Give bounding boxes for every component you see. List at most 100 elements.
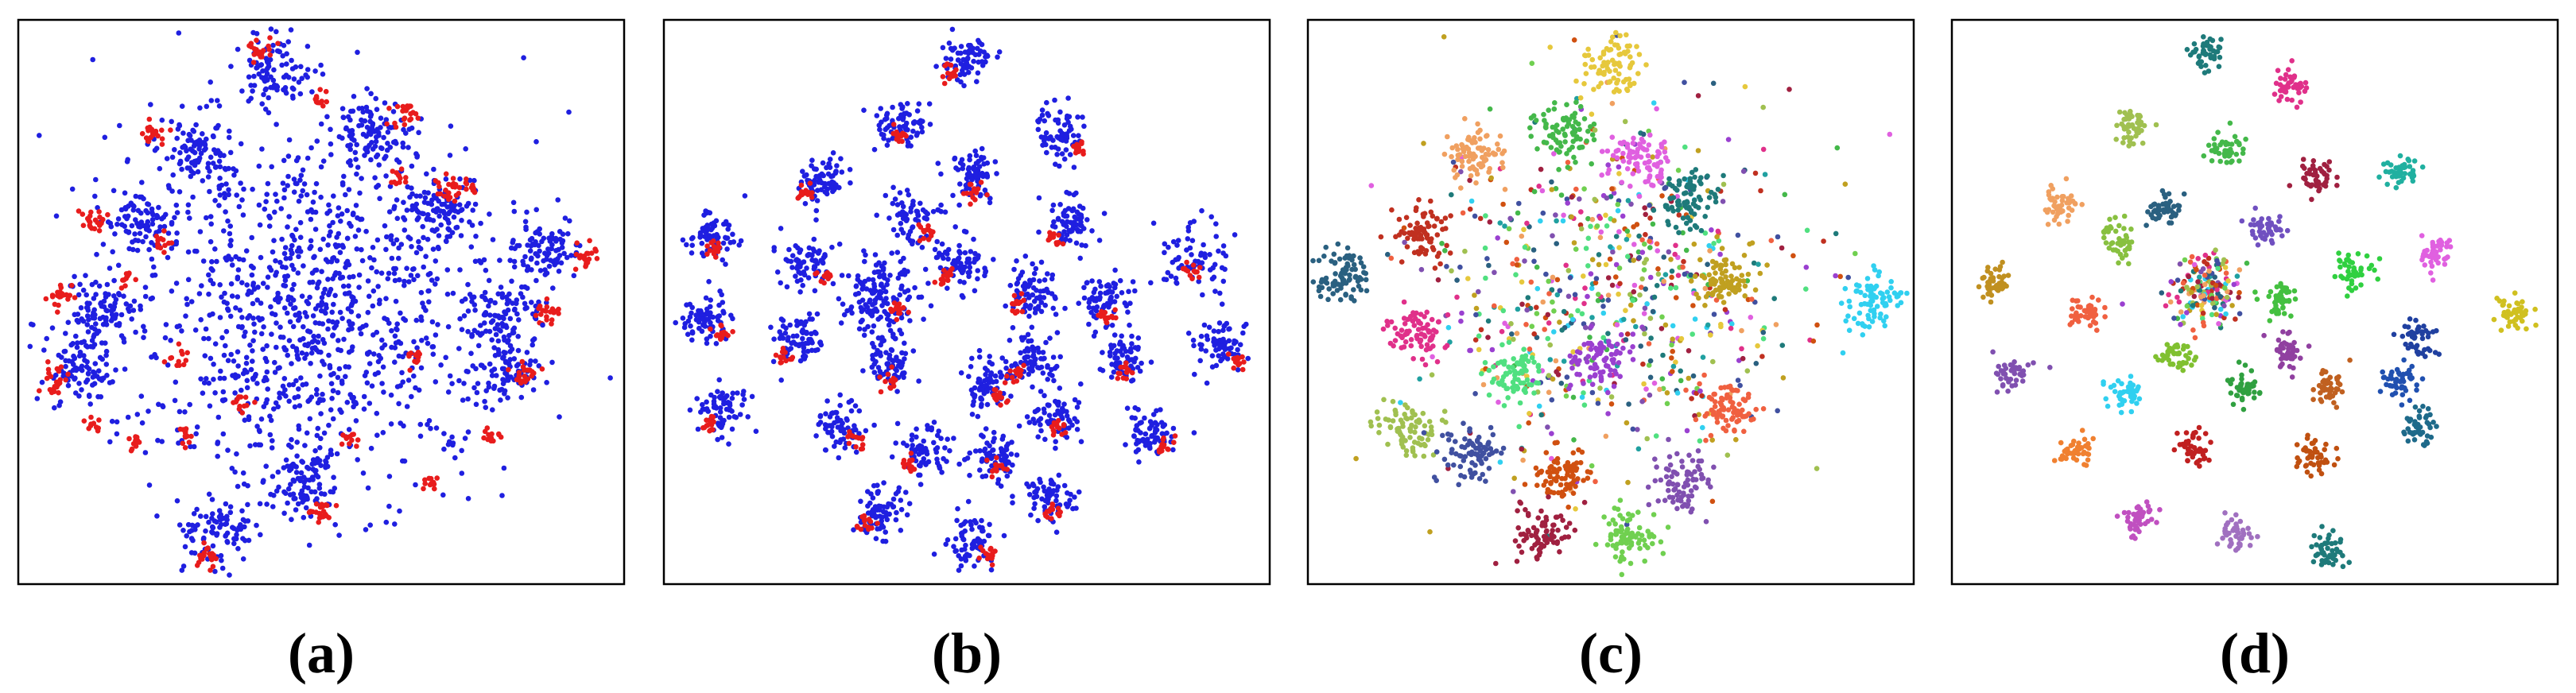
point <box>1097 290 1104 296</box>
point <box>248 263 254 269</box>
point <box>177 189 183 195</box>
point <box>288 482 293 487</box>
point <box>673 319 678 326</box>
point <box>336 270 342 277</box>
point <box>1196 274 1202 281</box>
point <box>1029 324 1035 331</box>
point <box>729 395 735 401</box>
point <box>179 328 184 334</box>
point <box>428 475 434 482</box>
point <box>1096 238 1103 243</box>
point <box>392 345 398 350</box>
point <box>209 259 215 265</box>
point <box>231 172 237 178</box>
point <box>1123 442 1128 447</box>
point <box>332 521 339 528</box>
point <box>1117 277 1123 284</box>
point <box>217 315 223 320</box>
point <box>142 450 149 455</box>
point <box>305 466 312 471</box>
point <box>254 64 260 71</box>
point <box>964 191 970 196</box>
point <box>121 339 127 345</box>
point <box>918 482 924 487</box>
point <box>584 250 590 257</box>
point <box>244 282 250 288</box>
point <box>293 64 299 70</box>
point <box>1050 137 1056 143</box>
point <box>945 246 952 253</box>
point <box>684 242 689 248</box>
point <box>863 428 869 434</box>
point <box>313 501 320 507</box>
point <box>308 216 314 223</box>
point <box>1212 288 1218 294</box>
point <box>305 74 311 80</box>
point <box>1027 358 1034 365</box>
point <box>325 326 331 332</box>
point <box>1117 341 1123 347</box>
point <box>871 281 877 287</box>
point <box>894 420 901 427</box>
point <box>373 138 379 145</box>
point <box>1223 253 1229 259</box>
point <box>1011 301 1017 307</box>
point <box>1219 301 1225 308</box>
point <box>208 554 214 559</box>
point <box>295 270 301 276</box>
point <box>918 200 923 207</box>
point <box>433 281 438 287</box>
point <box>108 223 114 230</box>
point <box>716 245 721 251</box>
point <box>510 199 517 206</box>
point <box>302 342 308 348</box>
point <box>1211 328 1217 334</box>
point <box>1135 428 1141 433</box>
point <box>1041 406 1047 412</box>
point <box>1135 335 1142 341</box>
point <box>1038 364 1045 370</box>
point <box>786 335 791 341</box>
point <box>242 394 249 401</box>
point <box>221 228 227 234</box>
point <box>92 361 99 366</box>
point <box>295 501 301 507</box>
point <box>433 379 439 385</box>
point <box>858 304 864 311</box>
point <box>529 235 535 242</box>
point <box>288 301 293 308</box>
point <box>198 150 204 157</box>
point <box>392 359 398 366</box>
point <box>856 326 863 332</box>
point <box>285 39 292 45</box>
point <box>251 321 257 327</box>
point <box>153 234 160 239</box>
point <box>961 280 967 285</box>
point <box>369 383 375 389</box>
point <box>790 339 797 345</box>
point <box>1184 259 1189 265</box>
point <box>188 168 194 174</box>
point <box>92 193 98 199</box>
point <box>456 202 463 207</box>
point <box>1051 219 1057 225</box>
point <box>943 56 949 61</box>
point <box>86 217 91 223</box>
point <box>254 37 259 43</box>
point <box>1044 99 1049 106</box>
point <box>293 507 299 513</box>
point <box>148 102 153 107</box>
point <box>109 418 115 424</box>
point <box>730 329 735 335</box>
point <box>318 303 324 309</box>
point <box>267 56 274 63</box>
point <box>949 265 955 272</box>
point <box>330 388 336 393</box>
point <box>153 354 159 361</box>
point <box>162 335 169 341</box>
point <box>869 364 875 370</box>
point <box>268 26 274 32</box>
point <box>465 429 471 435</box>
point <box>1222 266 1228 273</box>
point <box>1114 293 1119 300</box>
